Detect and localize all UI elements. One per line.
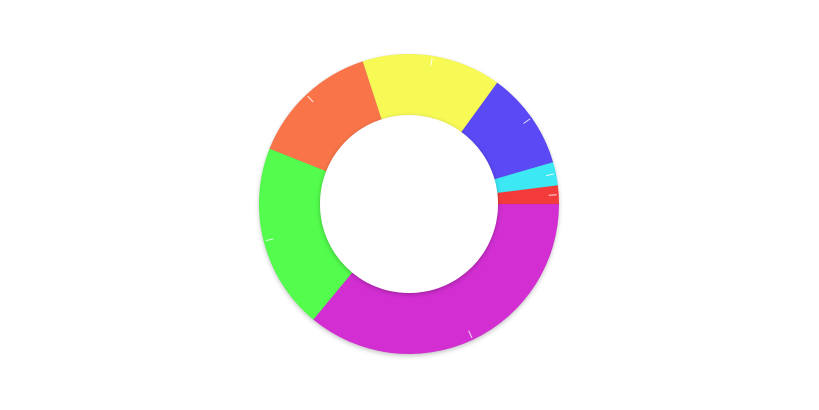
slice-tick-5 (307, 95, 314, 103)
donut-slice-7 (313, 203, 560, 355)
slice-tick-4 (430, 57, 433, 66)
slice-tick-6 (265, 238, 274, 242)
slice-tick-1 (548, 194, 557, 196)
ticks-layer (265, 57, 557, 339)
slice-tick-3 (523, 118, 531, 124)
slice-tick-7 (468, 330, 473, 339)
slices-layer (258, 53, 560, 355)
donut-hole (320, 115, 498, 293)
slice-tick-2 (545, 173, 555, 177)
